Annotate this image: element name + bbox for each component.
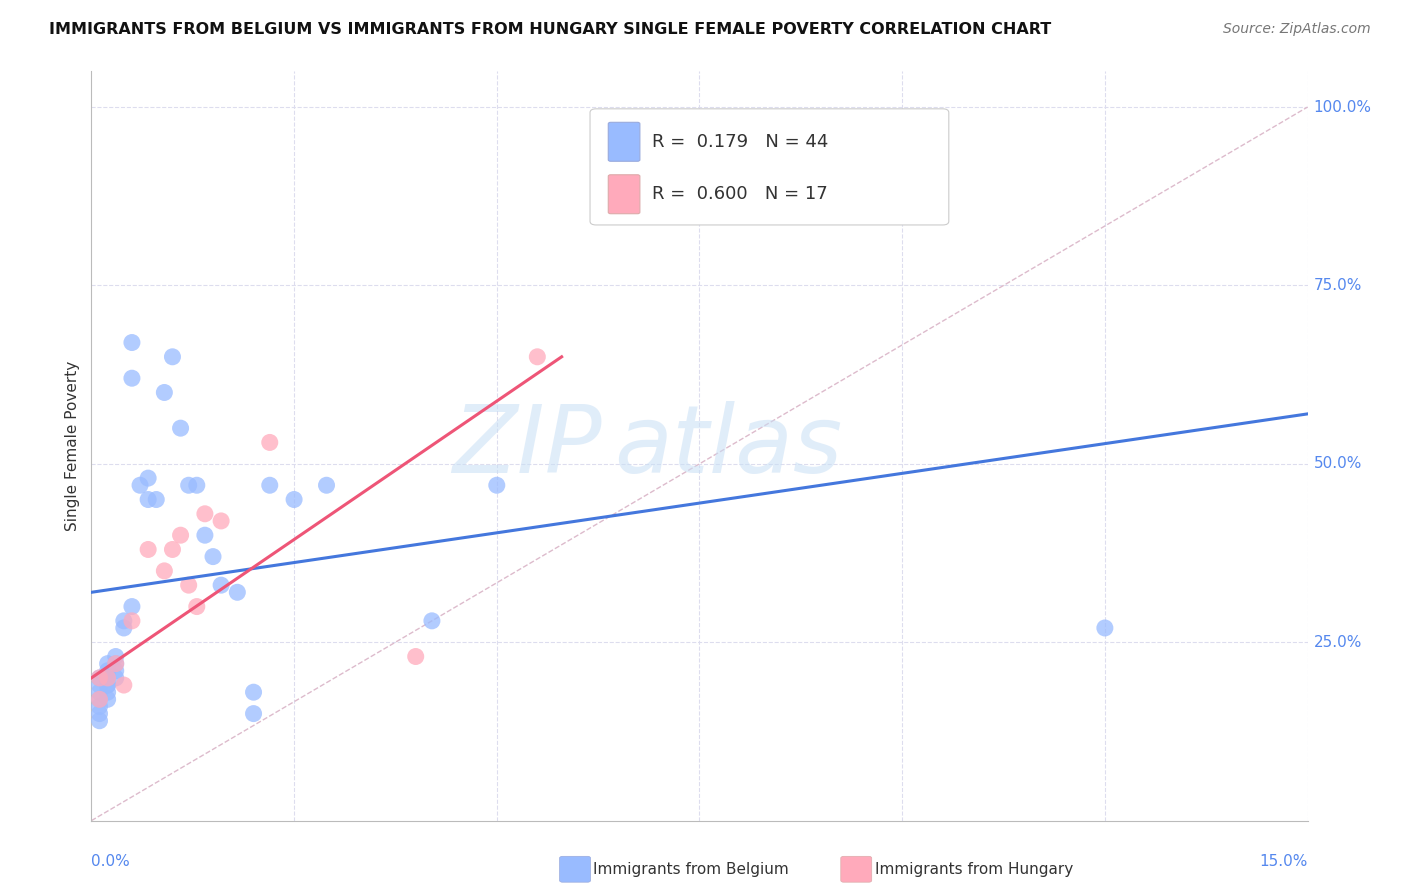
Text: R =  0.600   N = 17: R = 0.600 N = 17 <box>652 186 828 203</box>
Point <box>145 492 167 507</box>
Point <box>97 671 120 685</box>
FancyBboxPatch shape <box>609 122 640 161</box>
Point <box>104 664 127 678</box>
Point <box>89 678 111 692</box>
Point <box>97 692 120 706</box>
Text: 100.0%: 100.0% <box>1313 100 1372 114</box>
Text: ZIP: ZIP <box>453 401 602 491</box>
Point <box>121 614 143 628</box>
Point <box>177 478 200 492</box>
Point <box>112 678 135 692</box>
Point <box>194 528 217 542</box>
FancyBboxPatch shape <box>609 175 640 214</box>
Point <box>89 699 111 714</box>
Point <box>112 621 135 635</box>
Point <box>104 671 127 685</box>
Point <box>129 478 152 492</box>
Point <box>526 350 548 364</box>
Point <box>315 478 337 492</box>
Point <box>97 678 120 692</box>
Point <box>121 599 143 614</box>
Point <box>226 585 249 599</box>
Point <box>242 706 264 721</box>
Text: 0.0%: 0.0% <box>91 855 131 870</box>
Point <box>162 350 184 364</box>
Point <box>209 578 232 592</box>
FancyBboxPatch shape <box>591 109 949 225</box>
Point <box>97 685 120 699</box>
Point <box>89 714 111 728</box>
Point <box>136 471 159 485</box>
Point <box>283 492 305 507</box>
Text: atlas: atlas <box>614 401 842 491</box>
Point <box>194 507 217 521</box>
Point <box>97 671 120 685</box>
Point <box>420 614 443 628</box>
Point <box>89 692 111 706</box>
Point <box>169 528 191 542</box>
Text: 15.0%: 15.0% <box>1260 855 1308 870</box>
Point <box>136 542 159 557</box>
Text: 25.0%: 25.0% <box>1313 635 1362 649</box>
Point <box>104 657 127 671</box>
Point <box>153 385 176 400</box>
Point <box>89 671 111 685</box>
Point <box>97 678 120 692</box>
Point <box>97 657 120 671</box>
Point <box>136 492 159 507</box>
Point <box>242 685 264 699</box>
Point <box>209 514 232 528</box>
Point <box>89 706 111 721</box>
Point <box>97 664 120 678</box>
Point <box>259 478 281 492</box>
Text: Immigrants from Hungary: Immigrants from Hungary <box>875 863 1073 877</box>
Point <box>177 578 200 592</box>
Point <box>89 692 111 706</box>
Text: 50.0%: 50.0% <box>1313 457 1362 471</box>
Point <box>405 649 427 664</box>
Point <box>186 599 208 614</box>
Point <box>104 649 127 664</box>
Point <box>112 614 135 628</box>
Point <box>186 478 208 492</box>
Point <box>121 335 143 350</box>
Text: IMMIGRANTS FROM BELGIUM VS IMMIGRANTS FROM HUNGARY SINGLE FEMALE POVERTY CORRELA: IMMIGRANTS FROM BELGIUM VS IMMIGRANTS FR… <box>49 22 1052 37</box>
Point <box>153 564 176 578</box>
Point <box>121 371 143 385</box>
Point <box>104 657 127 671</box>
Point <box>202 549 225 564</box>
Point <box>162 542 184 557</box>
Point <box>1094 621 1116 635</box>
Point <box>485 478 508 492</box>
Text: 75.0%: 75.0% <box>1313 278 1362 293</box>
Text: R =  0.179   N = 44: R = 0.179 N = 44 <box>652 133 828 151</box>
Point <box>89 685 111 699</box>
Point <box>259 435 281 450</box>
Point <box>89 671 111 685</box>
Point <box>169 421 191 435</box>
Y-axis label: Single Female Poverty: Single Female Poverty <box>65 361 80 531</box>
Text: Immigrants from Belgium: Immigrants from Belgium <box>593 863 789 877</box>
Text: Source: ZipAtlas.com: Source: ZipAtlas.com <box>1223 22 1371 37</box>
